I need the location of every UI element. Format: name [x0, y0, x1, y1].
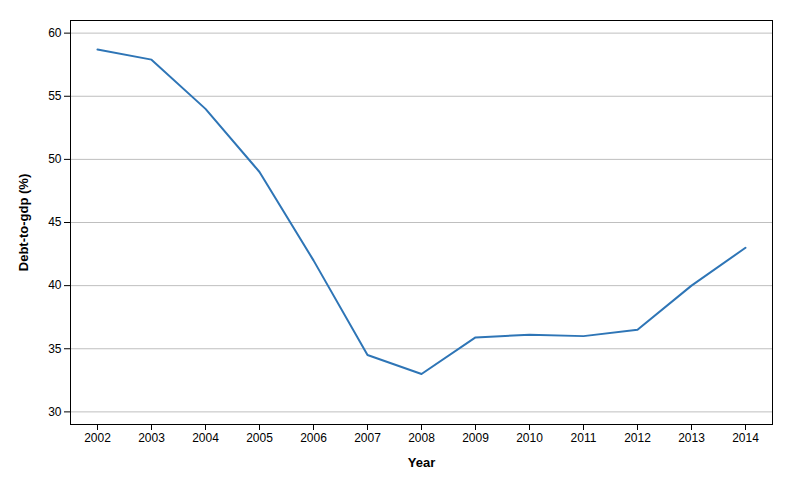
svg-text:Debt-to-gdp (%): Debt-to-gdp (%)	[16, 174, 31, 271]
svg-text:40: 40	[48, 278, 62, 292]
svg-text:30: 30	[48, 405, 62, 419]
svg-text:35: 35	[48, 342, 62, 356]
svg-text:55: 55	[48, 89, 62, 103]
svg-text:2012: 2012	[624, 431, 651, 445]
svg-text:2013: 2013	[678, 431, 705, 445]
svg-text:2007: 2007	[354, 431, 381, 445]
svg-text:2014: 2014	[732, 431, 759, 445]
svg-text:2002: 2002	[84, 431, 111, 445]
svg-text:2005: 2005	[246, 431, 273, 445]
svg-text:Year: Year	[408, 455, 435, 470]
svg-text:45: 45	[48, 215, 62, 229]
svg-text:2011: 2011	[571, 431, 597, 445]
svg-text:2009: 2009	[462, 431, 489, 445]
svg-text:60: 60	[48, 26, 62, 40]
svg-text:50: 50	[48, 152, 62, 166]
svg-text:2003: 2003	[138, 431, 165, 445]
svg-text:2006: 2006	[300, 431, 327, 445]
svg-text:2010: 2010	[516, 431, 543, 445]
svg-text:2008: 2008	[408, 431, 435, 445]
svg-text:2004: 2004	[192, 431, 219, 445]
